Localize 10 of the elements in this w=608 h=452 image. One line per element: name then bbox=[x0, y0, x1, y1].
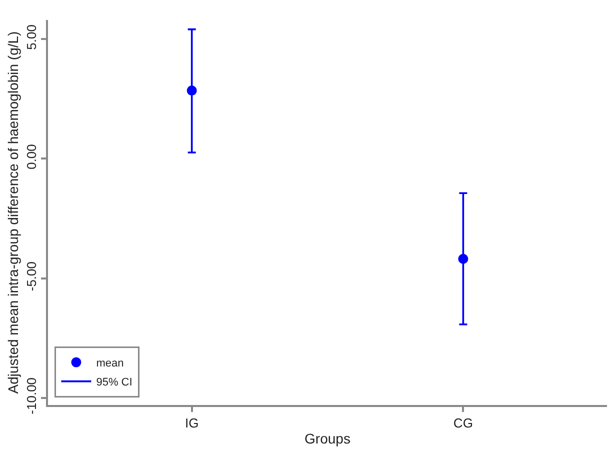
legend-label: 95% CI bbox=[96, 376, 132, 389]
y-tick-label: 5.00 bbox=[24, 24, 39, 50]
y-tick-label: 0.00 bbox=[24, 144, 39, 170]
legend-label: mean bbox=[96, 358, 124, 370]
y-axis-title: Adjusted mean intra-group difference of haemoglobin (g/L) bbox=[4, 31, 21, 394]
y-tick-label: -5.00 bbox=[24, 261, 39, 292]
x-axis-title: Groups bbox=[304, 430, 350, 446]
x-tick-label: IG bbox=[184, 416, 199, 431]
x-tick-label: CG bbox=[453, 416, 473, 431]
y-tick-label: -10.00 bbox=[24, 377, 39, 414]
